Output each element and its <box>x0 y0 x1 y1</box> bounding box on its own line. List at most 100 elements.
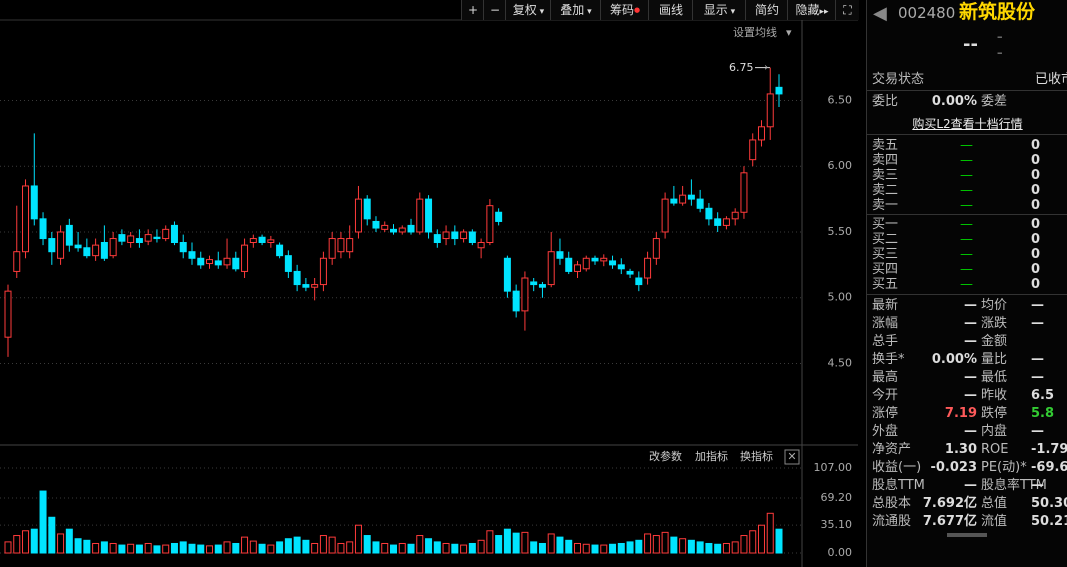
candle-body <box>477 242 485 249</box>
y-tick-label: 5.00 <box>828 291 853 304</box>
candle-body <box>258 236 266 244</box>
volume-bar <box>635 539 643 554</box>
stock-pct: – <box>997 46 1003 59</box>
volume-bar <box>617 542 625 554</box>
toolbar-button[interactable]: 隐藏▸▸ <box>787 0 836 20</box>
volume-bar <box>652 535 660 554</box>
candle-body <box>425 198 433 233</box>
stat-value: — <box>964 334 977 349</box>
toolbar-button[interactable]: 简约 <box>745 0 788 20</box>
candle-body <box>503 257 511 292</box>
toolbar-button[interactable]: 筹码● <box>600 0 649 20</box>
candle-body <box>83 247 91 257</box>
stat-label: 昨收 <box>981 388 1008 403</box>
order-price: — <box>960 138 973 153</box>
candle-body <box>249 238 257 243</box>
order-volume: 0 <box>1030 262 1040 277</box>
volume-bar <box>92 542 100 554</box>
scroll-handle[interactable] <box>947 533 987 537</box>
volume-bar <box>249 540 257 554</box>
volume-bar <box>363 535 371 554</box>
y-tick-label: 0.00 <box>828 546 853 559</box>
candle-body <box>573 264 581 272</box>
volume-bar <box>521 531 529 554</box>
volume-bar <box>398 542 406 554</box>
order-label: 买一 <box>872 217 899 232</box>
volume-bar <box>661 531 669 554</box>
status-value: 已收市 <box>1035 72 1067 87</box>
ma-button[interactable]: 设置均线 <box>733 25 777 39</box>
candle-body <box>284 255 292 272</box>
volume-bar <box>407 543 415 554</box>
row-label: 最新 <box>872 298 899 313</box>
volume-bar <box>197 544 205 554</box>
candle-body <box>232 257 240 270</box>
candle-body <box>749 139 757 161</box>
candle-body <box>416 198 424 233</box>
fullscreen-button[interactable]: ⛶ <box>835 0 859 20</box>
weibi-value: 0.00% <box>931 94 977 109</box>
toolbar-button[interactable]: 画线 <box>648 0 693 20</box>
volume-bar <box>179 541 187 554</box>
volume-bar <box>302 539 310 554</box>
candle-body <box>547 251 555 286</box>
candle-body <box>267 239 275 244</box>
order-label: 买三 <box>872 247 899 262</box>
indicator-button[interactable]: 改参数 <box>649 449 682 463</box>
stat-value: 1.30 <box>944 442 977 457</box>
volume-bar <box>600 544 608 554</box>
volume-bar <box>460 544 468 554</box>
annotation-arrowhead: › <box>764 61 768 74</box>
order-price: — <box>960 262 973 277</box>
row-label: 流通股 <box>872 514 912 529</box>
toolbar-button[interactable]: 叠加 ▾ <box>550 0 601 20</box>
stat-value: 5.8 <box>1031 406 1055 421</box>
stat-label: 均价 <box>981 298 1008 313</box>
volume-bar <box>582 543 590 554</box>
candle-body <box>302 284 310 288</box>
row-label: 委比 <box>872 94 899 109</box>
toolbar-button[interactable]: + <box>461 0 484 20</box>
chart: 设置均线 ▾ 6.75 ✕ 4.50 5.00 5.50 6.00 6.50 › 0.00 3… <box>0 19 858 567</box>
volume-bar <box>705 542 713 554</box>
volume-bar <box>22 530 30 554</box>
stat-value: — <box>964 370 977 385</box>
indicator-button[interactable]: 换指标 <box>740 449 773 463</box>
candle-body <box>363 198 371 220</box>
separator <box>867 294 1067 295</box>
candle-body <box>757 126 765 141</box>
volume-bar <box>390 544 397 554</box>
candle-body <box>626 270 634 275</box>
candle-body <box>57 231 65 259</box>
toolbar-button[interactable]: 显示 ▾ <box>692 0 746 20</box>
volume-bar <box>144 542 152 554</box>
candle-body <box>714 218 722 226</box>
dropdown-arrow: ▾ <box>584 7 592 17</box>
indicator-button[interactable]: 加指标 <box>695 449 728 463</box>
toolbar-button[interactable]: 复权 ▾ <box>505 0 551 20</box>
stat-value: — <box>1031 316 1044 331</box>
volume-bar <box>13 535 21 554</box>
candle-body <box>460 231 468 240</box>
close-box[interactable] <box>784 449 800 465</box>
collapse-arrow[interactable]: ◀ <box>873 3 887 24</box>
volume-bar <box>538 542 546 554</box>
order-volume: 0 <box>1030 183 1040 198</box>
candle-body <box>118 234 126 242</box>
candle-body <box>328 238 336 259</box>
candle-body <box>442 231 450 240</box>
volume-bar <box>573 542 581 554</box>
candle-body <box>214 260 222 266</box>
order-volume: 0 <box>1030 198 1040 213</box>
stat-label: 跌停 <box>981 406 1008 421</box>
l2-link[interactable]: 购买L2查看十档行情 <box>912 117 1023 131</box>
candle-body <box>241 244 249 272</box>
stat-value: 7.692亿 <box>922 496 977 511</box>
order-label: 买四 <box>872 262 899 277</box>
volume-bar <box>416 535 424 554</box>
stat-value: — <box>1031 298 1044 313</box>
candle-body <box>39 218 47 240</box>
toolbar-button[interactable]: − <box>483 0 506 20</box>
candle-body <box>635 277 643 286</box>
